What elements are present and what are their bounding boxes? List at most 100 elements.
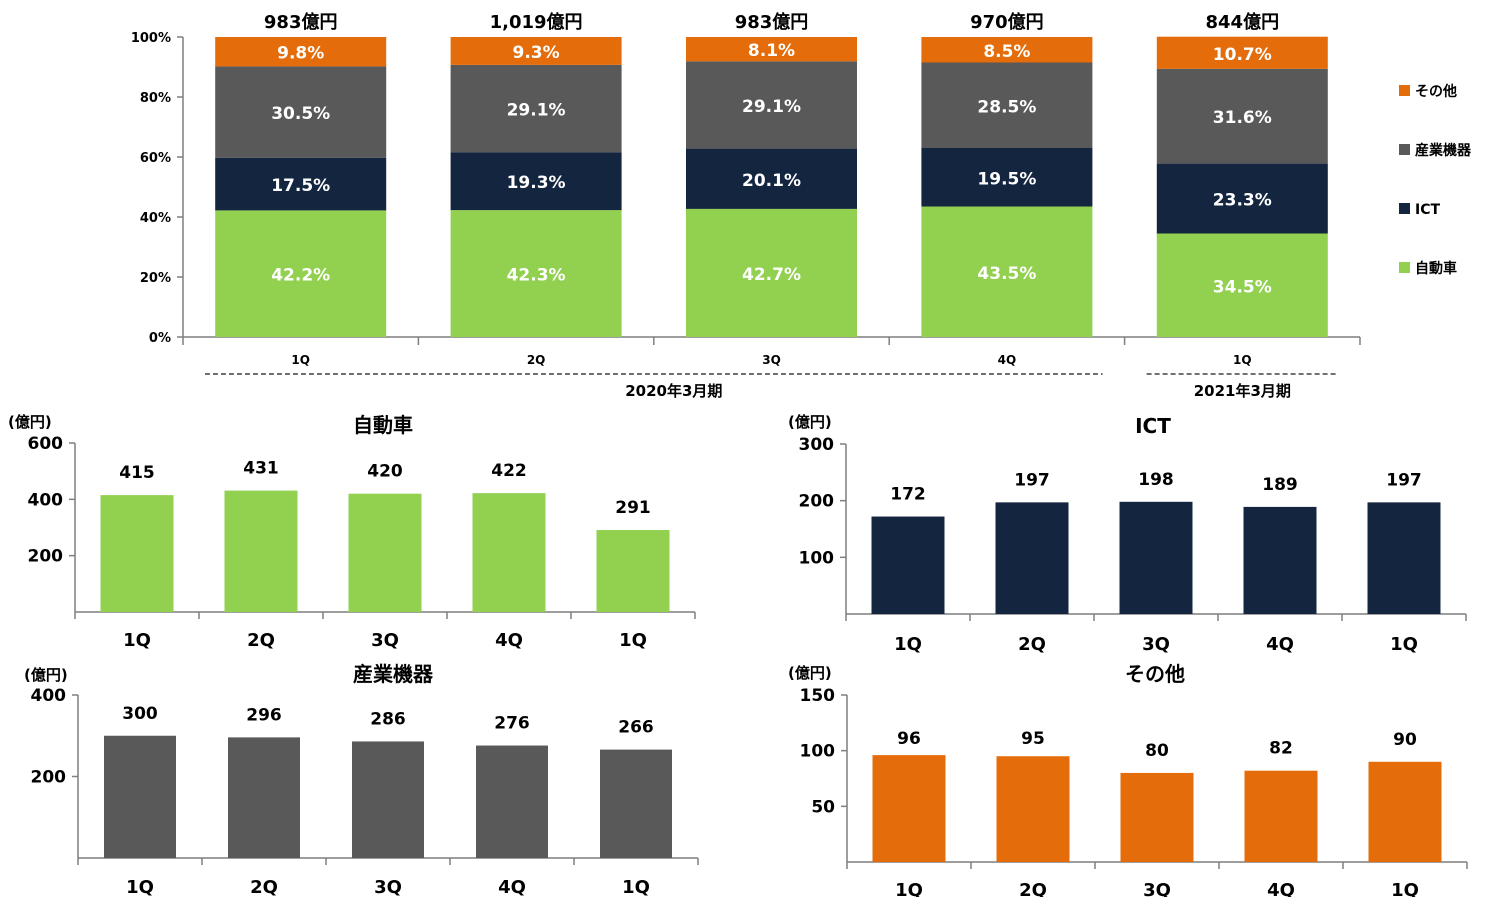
segment-value-label: 29.1% bbox=[742, 97, 801, 117]
x-tick-label: 2Q bbox=[247, 630, 275, 651]
bar-value-label: 422 bbox=[491, 461, 527, 481]
legend-label: 自動車 bbox=[1415, 260, 1457, 277]
x-tick-label: 4Q bbox=[1266, 634, 1294, 655]
x-tick-label: 2Q bbox=[1018, 634, 1046, 655]
bar-value-label: 415 bbox=[119, 463, 155, 483]
segment-value-label: 34.5% bbox=[1213, 277, 1272, 297]
bar bbox=[100, 495, 174, 612]
segment-value-label: 23.3% bbox=[1213, 191, 1272, 211]
bar bbox=[348, 493, 422, 612]
bar bbox=[1368, 761, 1442, 862]
stacked-bar-segment bbox=[450, 37, 622, 65]
segment-value-label: 8.5% bbox=[983, 42, 1030, 62]
bar-value-label: 420 bbox=[367, 462, 403, 482]
bar bbox=[1243, 506, 1317, 614]
stacked-bar-segment bbox=[215, 210, 387, 337]
ict-bar-chart: ICT (億円) 100 200 300 172 1Q 197 2Q 198 3Q 189 4Q 197 1… bbox=[788, 413, 1467, 655]
bar bbox=[228, 737, 300, 858]
x-tick-label: 4Q bbox=[498, 877, 526, 897]
legend-swatch bbox=[1399, 85, 1410, 96]
stacked-bar-segment bbox=[921, 148, 1093, 207]
y-tick-label: 100 bbox=[800, 742, 836, 762]
x-tick-label: 4Q bbox=[1267, 880, 1295, 897]
chart-title: 産業機器 bbox=[353, 662, 434, 686]
stacked-bar-segment bbox=[215, 157, 387, 211]
chart-title: 自動車 bbox=[353, 413, 413, 437]
bar bbox=[1244, 770, 1318, 862]
x-tick-label: 2Q bbox=[527, 353, 546, 367]
segment-value-label: 19.3% bbox=[507, 173, 566, 193]
y-tick-label: 100% bbox=[131, 31, 171, 46]
bar-value-label: 197 bbox=[1386, 470, 1422, 490]
segment-value-label: 42.2% bbox=[271, 266, 330, 286]
legend-label: 産業機器 bbox=[1415, 142, 1472, 159]
legend-label: その他 bbox=[1415, 83, 1457, 100]
bar bbox=[1119, 501, 1193, 614]
x-tick-label: 1Q bbox=[123, 630, 151, 651]
stacked-bar-segment bbox=[450, 152, 622, 211]
y-tick-label: 60% bbox=[140, 151, 171, 166]
y-tick-label: 50 bbox=[811, 797, 835, 817]
x-tick-label: 4Q bbox=[495, 630, 523, 651]
bar-value-label: 198 bbox=[1138, 470, 1174, 490]
stacked-bar-segment bbox=[450, 210, 622, 337]
stacked-bar-segment bbox=[1156, 36, 1328, 69]
y-unit-label: (億円) bbox=[788, 413, 832, 431]
x-tick-label: 1Q bbox=[1391, 880, 1419, 897]
bar-value-label: 95 bbox=[1021, 729, 1045, 749]
x-tick-label: 3Q bbox=[1143, 880, 1171, 897]
y-tick-label: 200 bbox=[28, 547, 64, 567]
y-tick-label: 600 bbox=[28, 434, 64, 454]
bar bbox=[596, 530, 670, 612]
x-tick-label: 3Q bbox=[1142, 634, 1170, 655]
bar bbox=[996, 756, 1070, 862]
segment-value-label: 19.5% bbox=[977, 169, 1036, 189]
y-tick-label: 400 bbox=[31, 686, 67, 706]
y-tick-label: 400 bbox=[28, 490, 64, 510]
bar-value-label: 300 bbox=[122, 704, 158, 724]
period-label: 2021年3月期 bbox=[1194, 382, 1291, 400]
bar-total-label: 844億円 bbox=[1206, 11, 1280, 33]
x-tick-label: 1Q bbox=[894, 634, 922, 655]
segment-value-label: 10.7% bbox=[1213, 45, 1272, 65]
automotive-bar-chart: 自動車 (億円) 200 400 600 415 1Q 431 2Q 420 3Q 422 4Q 291 1… bbox=[8, 413, 696, 651]
bar-value-label: 276 bbox=[494, 714, 530, 734]
stacked-bar-segment bbox=[1156, 163, 1328, 234]
bar-value-label: 80 bbox=[1145, 741, 1169, 761]
segment-value-label: 9.3% bbox=[513, 43, 560, 63]
stacked-bar-segment bbox=[921, 206, 1093, 337]
x-tick-label: 1Q bbox=[622, 877, 650, 897]
stacked-bar-segment bbox=[450, 64, 622, 153]
segment-value-label: 20.1% bbox=[742, 171, 801, 191]
stacked-bar-segment bbox=[686, 37, 857, 62]
bar bbox=[1367, 502, 1441, 614]
segment-value-label: 42.7% bbox=[742, 265, 801, 285]
segment-value-label: 43.5% bbox=[977, 264, 1036, 284]
stacked-bar-segment bbox=[921, 62, 1093, 148]
y-tick-label: 300 bbox=[799, 435, 835, 455]
segment-value-label: 31.6% bbox=[1213, 108, 1272, 128]
bar-value-label: 96 bbox=[897, 729, 921, 749]
stacked-bar-segment bbox=[686, 208, 857, 337]
bar-value-label: 431 bbox=[243, 459, 279, 479]
stacked-bar-segment bbox=[1156, 233, 1328, 337]
y-tick-label: 20% bbox=[140, 271, 171, 286]
legend-swatch bbox=[1399, 203, 1410, 214]
segment-value-label: 8.1% bbox=[748, 41, 795, 61]
bar bbox=[104, 735, 176, 858]
bar bbox=[600, 749, 672, 858]
chart-title: その他 bbox=[1125, 662, 1185, 686]
chart-title: ICT bbox=[1135, 414, 1171, 438]
bar-total-label: 1,019億円 bbox=[490, 11, 583, 33]
stacked-bar-segment bbox=[686, 61, 857, 149]
bar-value-label: 197 bbox=[1014, 470, 1050, 490]
bar-value-label: 286 bbox=[370, 709, 406, 729]
bar bbox=[872, 755, 946, 862]
x-tick-label: 1Q bbox=[1233, 353, 1252, 367]
segment-value-label: 28.5% bbox=[977, 97, 1036, 117]
bar bbox=[871, 516, 945, 614]
stacked-bar-segment bbox=[1156, 68, 1328, 164]
y-tick-label: 0% bbox=[149, 331, 171, 346]
stacked-composition-chart: 0% 20% 40% 60% 80% 100% 42.2% 17.5% 30.5% 9.8% 983… bbox=[131, 11, 1472, 400]
